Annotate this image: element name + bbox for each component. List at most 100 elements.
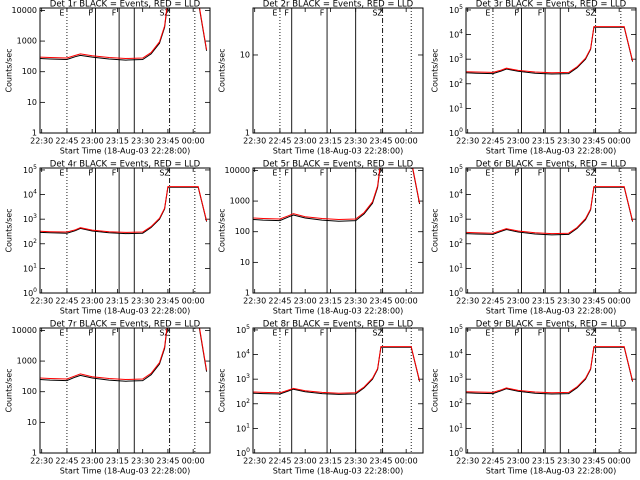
- event-label: F: [538, 329, 543, 338]
- event-label: SZ: [159, 329, 170, 338]
- y-tick-label: 104: [23, 188, 37, 199]
- event-label: E: [485, 169, 490, 178]
- y-tick-label: 104: [449, 188, 463, 199]
- event-label: SZ: [585, 169, 596, 178]
- plot-frame: [39, 167, 211, 294]
- y-tick-label: 103: [236, 373, 250, 384]
- event-label: E: [272, 169, 277, 178]
- plot-frame: [465, 327, 637, 454]
- event-label: E: [59, 9, 64, 18]
- event-label: F: [112, 9, 117, 18]
- event-label: F: [538, 9, 543, 18]
- x-axis-label: Start Time (18-Aug-03 22:28:00): [486, 307, 617, 316]
- x-tick-label: 23:15: [106, 297, 129, 306]
- x-tick-label: 22:30: [456, 297, 479, 306]
- series-line: [40, 186, 208, 235]
- x-tick-label: 22:30: [30, 137, 53, 146]
- x-tick-label: 23:15: [532, 137, 555, 146]
- y-tick-label: 102: [449, 237, 463, 248]
- series-line: [253, 168, 421, 221]
- event-label: E: [485, 9, 490, 18]
- y-tick-label: 1: [245, 129, 250, 138]
- y-tick-label: 101: [23, 262, 37, 273]
- y-tick-label: 104: [236, 348, 250, 359]
- panel: Det 4r BLACK = Events, RED = LLD Start Ti…: [5, 160, 211, 316]
- series-line: [466, 186, 634, 236]
- panel: Det 6r BLACK = Events, RED = LLD Start Ti…: [431, 160, 637, 316]
- panel: Det 2r BLACK = Events, RED = LLD Start Ti…: [218, 0, 424, 156]
- x-tick-label: 23:45: [156, 457, 179, 466]
- x-tick-label: 22:45: [268, 457, 291, 466]
- y-tick-label: 103: [449, 373, 463, 384]
- panel: Det 7r BLACK = Events, RED = LLD Start Ti…: [5, 320, 211, 476]
- x-tick-label: 22:30: [456, 457, 479, 466]
- x-tick-label: 00:00: [608, 137, 631, 146]
- event-label: F: [514, 9, 519, 18]
- series-line: [466, 346, 634, 395]
- x-tick-label: 23:15: [319, 297, 342, 306]
- y-tick-label: 100: [22, 67, 37, 76]
- panel: Det 3r BLACK = Events, RED = LLD Start Ti…: [431, 0, 637, 156]
- y-tick-label: 10: [240, 50, 250, 59]
- y-tick-label: 1: [245, 289, 250, 298]
- y-tick-label: 100: [23, 287, 37, 298]
- x-tick-label: 23:30: [557, 297, 580, 306]
- y-tick-label: 101: [449, 102, 463, 113]
- event-label: SZ: [372, 169, 383, 178]
- panel: Det 1r BLACK = Events, RED = LLD Start Ti…: [5, 0, 211, 156]
- series-line: [40, 186, 208, 233]
- x-tick-label: 23:45: [582, 457, 605, 466]
- x-axis-label: Start Time (18-Aug-03 22:28:00): [273, 147, 404, 156]
- x-tick-label: 23:15: [106, 137, 129, 146]
- x-tick-label: 22:45: [55, 457, 78, 466]
- x-tick-label: 00:00: [395, 137, 418, 146]
- y-tick-label: 104: [449, 348, 463, 359]
- x-tick-label: 23:30: [344, 137, 367, 146]
- series-line: [466, 186, 634, 235]
- y-tick-label: 104: [449, 28, 463, 39]
- x-tick-label: 22:45: [55, 297, 78, 306]
- x-tick-label: 22:45: [268, 297, 291, 306]
- x-tick-label: 22:30: [30, 457, 53, 466]
- event-label: F: [320, 329, 325, 338]
- y-tick-label: 103: [23, 213, 37, 224]
- plot-frame: [39, 327, 211, 454]
- series-line: [40, 8, 208, 60]
- plot-frame: [252, 7, 424, 134]
- y-tick-label: 105: [23, 163, 37, 174]
- event-label: E: [272, 329, 277, 338]
- chart-title: Det 6r BLACK = Events, RED = LLD: [476, 160, 627, 170]
- series-line: [253, 168, 421, 222]
- x-tick-label: 23:15: [319, 457, 342, 466]
- x-tick-label: 23:15: [319, 137, 342, 146]
- event-label: SZ: [372, 329, 383, 338]
- series-line: [466, 26, 634, 74]
- y-axis-label: Counts/sec: [431, 208, 440, 252]
- x-axis-label: Start Time (18-Aug-03 22:28:00): [60, 147, 191, 156]
- x-tick-label: 22:45: [268, 137, 291, 146]
- y-tick-label: 103: [449, 53, 463, 64]
- x-tick-label: 23:00: [507, 297, 530, 306]
- chart-title: Det 3r BLACK = Events, RED = LLD: [476, 0, 627, 10]
- x-tick-label: 23:30: [344, 297, 367, 306]
- y-axis-label: Counts/sec: [218, 208, 227, 252]
- event-label: F: [284, 169, 289, 178]
- y-tick-label: 100: [22, 387, 37, 396]
- x-tick-label: 23:30: [131, 137, 154, 146]
- event-label: F: [514, 169, 519, 178]
- x-tick-label: 23:30: [131, 297, 154, 306]
- series-line: [253, 346, 421, 394]
- event-label: E: [272, 9, 277, 18]
- plot-frame: [465, 167, 637, 294]
- x-tick-label: 23:30: [557, 137, 580, 146]
- x-tick-label: 00:00: [182, 457, 205, 466]
- x-tick-label: 00:00: [395, 457, 418, 466]
- event-label: SZ: [585, 9, 596, 18]
- event-label: F: [514, 329, 519, 338]
- y-axis-label: Counts/sec: [5, 48, 14, 92]
- x-tick-label: 23:45: [156, 297, 179, 306]
- x-tick-label: 23:00: [507, 457, 530, 466]
- y-tick-label: 10000: [225, 166, 250, 175]
- x-tick-label: 23:00: [294, 297, 317, 306]
